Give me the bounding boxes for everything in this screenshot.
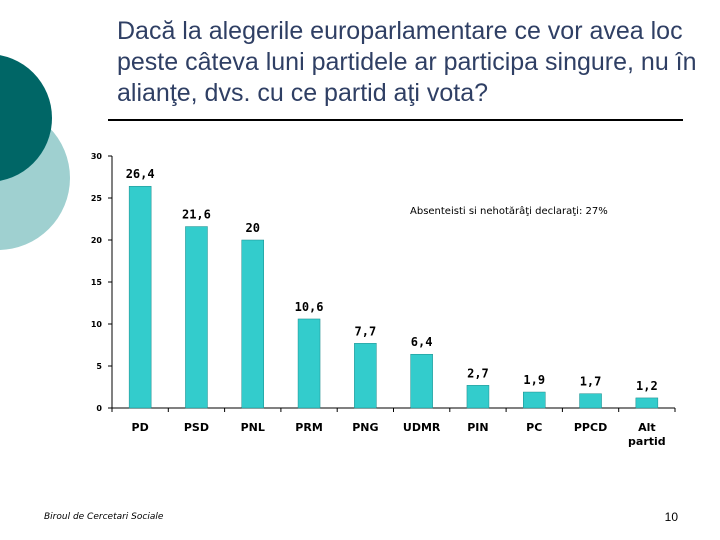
x-category-label: PNL xyxy=(241,421,265,434)
decor-circle-dark xyxy=(0,55,52,181)
data-label: 20 xyxy=(246,221,260,235)
bar-prm xyxy=(297,318,321,409)
y-tick-label: 15 xyxy=(91,278,103,287)
bar-udmr xyxy=(410,353,433,409)
data-label: 6,4 xyxy=(411,335,433,349)
chart-annotation: Absenteisti si nehotărâţi declaraţi: 27% xyxy=(410,205,608,217)
x-category-label: PPCD xyxy=(574,421,607,434)
x-category-label: PD xyxy=(132,421,149,434)
y-tick-label: 30 xyxy=(91,152,103,161)
y-tick-label: 25 xyxy=(91,194,103,203)
y-tick-label: 10 xyxy=(91,320,103,329)
bar-pc xyxy=(523,391,546,409)
y-tick-label: 5 xyxy=(96,362,102,371)
title-divider xyxy=(108,119,683,121)
data-label: 2,7 xyxy=(467,366,489,380)
bar-pin xyxy=(466,385,490,409)
y-tick-label: 0 xyxy=(96,404,102,413)
page-number: 10 xyxy=(664,510,678,524)
bar-ppcd xyxy=(579,393,602,409)
data-label: 1,7 xyxy=(580,375,602,389)
x-category-label: PRM xyxy=(295,421,322,434)
decorative-circles xyxy=(0,55,70,250)
bar-pnl xyxy=(241,239,264,409)
x-category-label: PIN xyxy=(467,421,488,434)
data-label: 21,6 xyxy=(182,208,211,222)
x-category-label: UDMR xyxy=(403,421,441,434)
x-category-label: PC xyxy=(526,421,542,434)
slide-title: Dacă la alegerile europarlamentare ce vo… xyxy=(117,17,697,107)
data-label: 26,4 xyxy=(126,167,155,181)
y-tick-label: 20 xyxy=(91,236,103,245)
bar-png xyxy=(354,343,377,409)
bar-pd xyxy=(128,185,152,409)
data-label: 10,6 xyxy=(295,300,324,314)
data-label: 7,7 xyxy=(355,324,377,338)
data-label: 1,9 xyxy=(523,373,545,387)
bar-alt-partid xyxy=(635,397,659,409)
x-category-label: Alt partid xyxy=(628,421,666,448)
x-category-label: PSD xyxy=(184,421,209,434)
bar-psd xyxy=(185,226,208,409)
data-label: 1,2 xyxy=(636,379,658,393)
x-category-label: PNG xyxy=(352,421,378,434)
footer-organization: Biroul de Cercetari Sociale xyxy=(44,512,164,522)
